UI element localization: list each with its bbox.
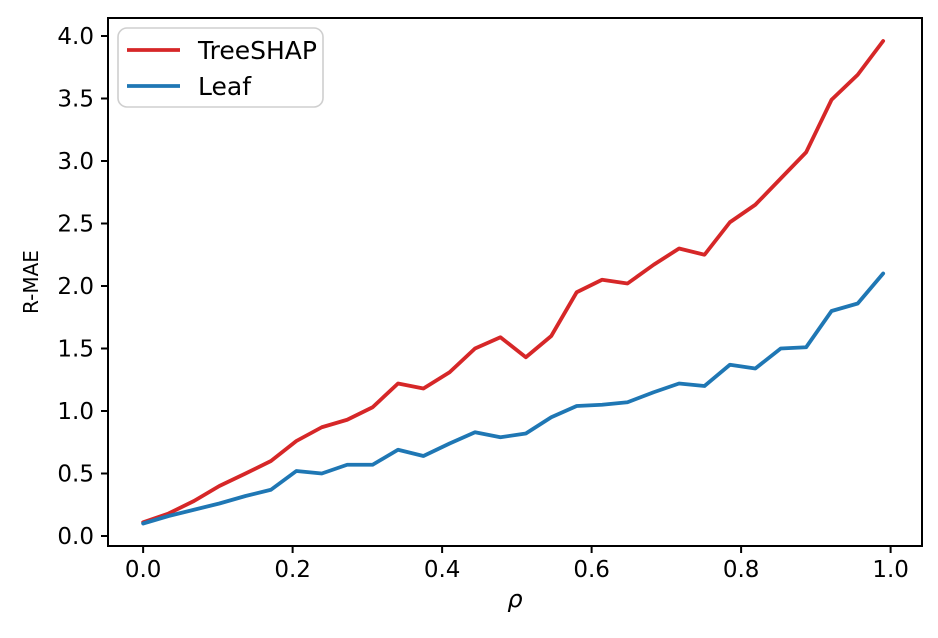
x-tick-label: 0.0 <box>125 557 162 583</box>
y-axis-label: R-MAE <box>19 250 43 314</box>
legend-label-treeshap: TreeSHAP <box>197 36 317 65</box>
x-tick-label: 1.0 <box>872 557 909 583</box>
series-line-leaf <box>141 271 886 526</box>
y-tick-label: 3.0 <box>57 149 94 175</box>
y-tick-label: 2.5 <box>57 212 94 238</box>
x-tick-label: 0.6 <box>573 557 610 583</box>
y-tick-label: 0.5 <box>57 462 94 488</box>
y-tick-label: 0.0 <box>57 524 94 550</box>
y-tick-label: 1.0 <box>57 399 94 425</box>
y-tick-label: 1.5 <box>57 337 94 363</box>
x-tick-label: 0.4 <box>424 557 461 583</box>
y-tick-label: 4.0 <box>57 24 94 50</box>
y-tick-label: 3.5 <box>57 87 94 113</box>
series-line-treeshap <box>141 39 886 525</box>
y-tick-label: 2.0 <box>57 274 94 300</box>
legend-label-leaf: Leaf <box>198 72 252 101</box>
x-axis-label: ρ <box>507 585 522 613</box>
x-tick-label: 0.8 <box>723 557 760 583</box>
x-tick-label: 0.2 <box>274 557 311 583</box>
